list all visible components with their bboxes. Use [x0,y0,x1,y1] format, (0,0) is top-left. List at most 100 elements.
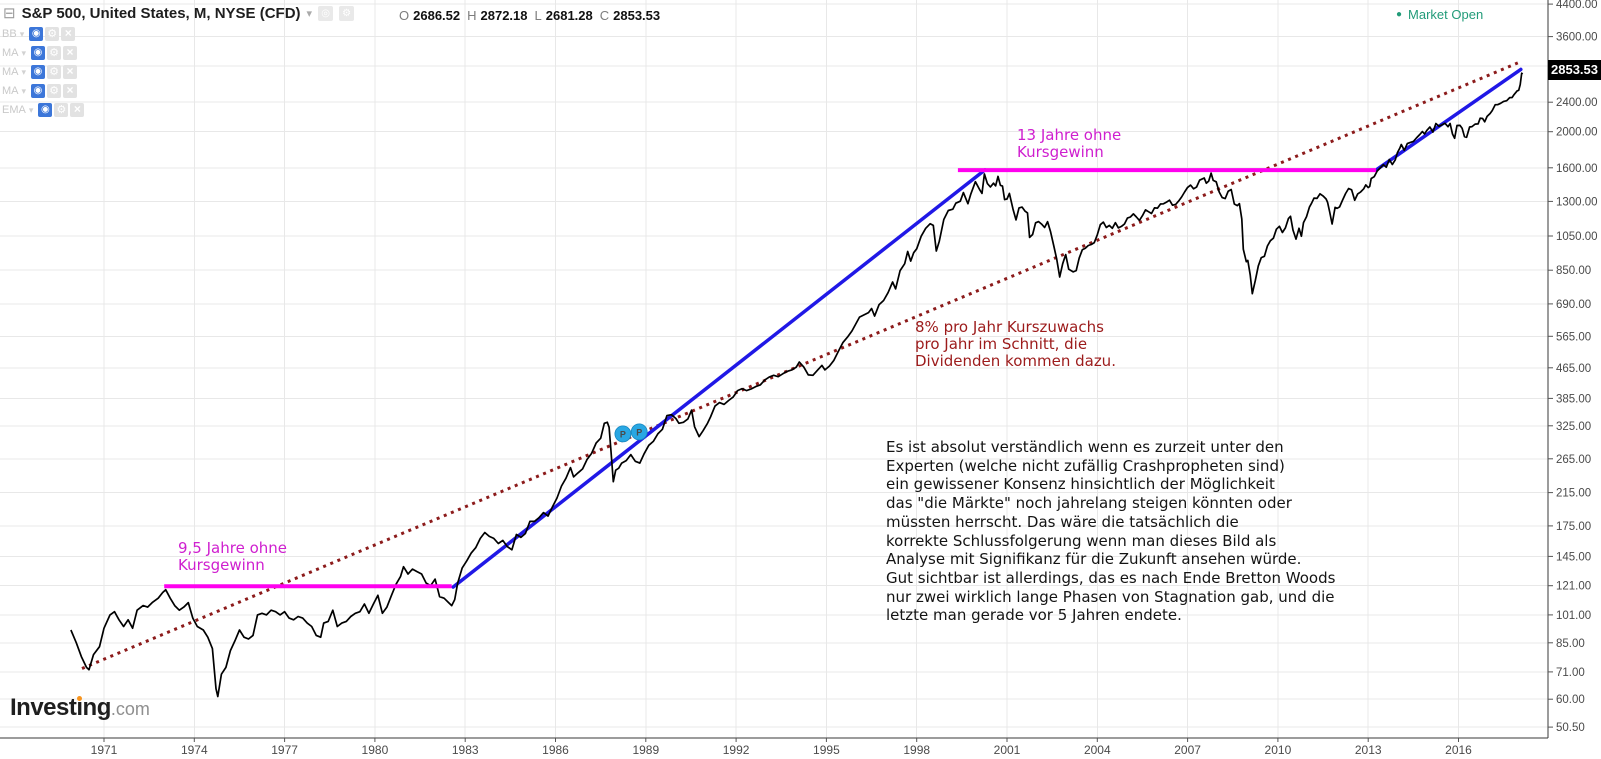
chevron-down-icon[interactable]: ▾ [21,47,27,58]
time-axis-label: 2001 [994,743,1021,757]
position-marker-p[interactable]: P [630,423,648,441]
annotation-8-percent-growth[interactable]: 8% pro Jahr Kurszuwachs pro Jahr im Schn… [915,318,1116,371]
annotation-stagnation-13-jahre[interactable]: 13 Jahre ohne Kursgewinn [1017,126,1122,161]
gear-icon[interactable]: ⚙ [54,103,69,117]
indicator-label[interactable]: MA [2,66,19,78]
indicator-row-ma3: MA ▾ ◉ ⚙ × [2,84,84,98]
investing-logo: Invest ı ng .com [10,694,150,722]
indicator-row-ma1: MA ▾ ◉ ⚙ × [2,46,84,60]
logo-orange-dot-icon [77,696,83,701]
time-axis-label: 1980 [362,743,389,757]
price-axis-label: 385.00 [1556,393,1591,405]
indicator-row-bb: BB ▾ ◉ ⚙ × [2,27,84,41]
time-axis-label: 1983 [452,743,479,757]
ohlc-low-label: L [534,8,542,23]
price-axis-label: 121.00 [1556,581,1591,593]
price-axis-label: 175.00 [1556,521,1591,533]
time-axis-label: 1971 [91,743,118,757]
indicator-label[interactable]: MA [2,47,19,59]
time-axis-panel[interactable] [0,738,1548,759]
time-axis-label: 2010 [1265,743,1292,757]
logo-text-i: ı [76,694,83,721]
price-axis-label: 3600.00 [1556,32,1598,44]
price-axis-label: 71.00 [1556,667,1585,679]
trendline-bull-trend-1982-2000[interactable] [451,168,987,589]
price-series-line [70,72,1524,698]
position-marker-p[interactable]: P [614,425,632,443]
ohlc-high-value: 2872.18 [480,8,528,23]
price-axis-label: 325.00 [1556,421,1591,433]
indicator-panel: BB ▾ ◉ ⚙ × MA ▾ ◉ ⚙ × MA ▾ ◉ ⚙ × MA ▾ ◉ … [2,27,85,122]
collapse-panel-icon[interactable]: ⊟ [3,4,16,22]
close-icon[interactable]: × [70,103,85,117]
time-axis-label: 1995 [813,743,840,757]
market-open-dot-icon: ● [1396,9,1403,20]
ohlc-open-value: 2686.52 [413,8,461,23]
annotation-commentary[interactable]: Es ist absolut verständlich wenn es zurz… [886,438,1336,625]
time-axis-label: 2013 [1355,743,1382,757]
time-axis-label: 1977 [271,743,298,757]
price-axis-label: 1600.00 [1556,163,1598,175]
price-axis-panel[interactable] [1548,0,1601,759]
time-axis-label: 1992 [723,743,750,757]
time-axis-label: 2016 [1445,743,1472,757]
ohlc-close-label: C [599,8,610,23]
svg-text:P: P [620,429,626,439]
ohlc-high-label: H [467,8,477,23]
ohlc-open-label: O [399,8,410,23]
close-icon[interactable]: × [63,46,78,60]
trendline-growth-8pct-trend[interactable] [81,61,1519,670]
annotation-stagnation-9-5-jahre[interactable]: 9,5 Jahre ohne Kursgewinn [178,539,287,574]
close-icon[interactable]: × [61,27,76,41]
ohlc-close-value: 2853.53 [613,8,661,23]
gear-icon[interactable]: ⚙ [45,27,60,41]
visibility-icon[interactable]: ◉ [31,84,46,98]
symbol-header: ⊟ S&P 500, United States, M, NYSE (CFD) … [3,4,355,22]
chevron-down-icon[interactable]: ▾ [28,104,34,115]
time-axis-label: 1974 [181,743,208,757]
visibility-icon[interactable]: ◉ [31,46,46,60]
price-axis-label: 690.00 [1556,299,1591,311]
chevron-down-icon[interactable]: ▾ [19,28,25,39]
time-axis-label: 2007 [1174,743,1201,757]
trendline-bull-trend-2013-2018[interactable] [1375,67,1523,172]
logo-text: ng [82,694,112,721]
logo-text: Invest [10,694,77,721]
gear-icon[interactable]: ⚙ [47,46,62,60]
indicator-label[interactable]: EMA [2,104,26,116]
indicator-label[interactable]: MA [2,85,19,97]
visibility-icon[interactable]: ◉ [38,103,53,117]
price-axis-label: 60.00 [1556,694,1585,706]
price-axis-label: 2400.00 [1556,97,1598,109]
visibility-icon[interactable]: ◉ [31,65,46,79]
gear-icon[interactable]: ⚙ [47,84,62,98]
close-icon[interactable]: × [63,84,78,98]
chevron-down-icon[interactable]: ▾ [21,66,27,77]
time-axis-label: 1986 [542,743,569,757]
time-axis-label: 1998 [903,743,930,757]
price-axis-label: 85.00 [1556,638,1585,650]
time-axis-label: 2004 [1084,743,1111,757]
close-icon[interactable]: × [63,65,78,79]
price-axis-label: 2000.00 [1556,127,1598,139]
chart-settings-icon[interactable]: ⚙ [339,6,355,21]
price-axis-label: 101.00 [1556,610,1591,622]
snapshot-icon[interactable]: ◎ [318,6,334,21]
chevron-down-icon[interactable]: ▾ [306,8,313,20]
svg-text:P: P [636,427,642,437]
gear-icon[interactable]: ⚙ [47,65,62,79]
indicator-row-ema: EMA ▾ ◉ ⚙ × [2,103,85,117]
price-axis-label: 565.00 [1556,331,1591,343]
visibility-icon[interactable]: ◉ [29,27,44,41]
logo-suffix: .com [110,699,150,719]
market-status-label: Market Open [1408,7,1484,22]
ohlc-low-value: 2681.28 [545,8,593,23]
price-axis-label: 265.00 [1556,454,1591,466]
indicator-label[interactable]: BB [2,28,17,40]
market-status: ● Market Open [1396,7,1483,22]
price-axis-label: 50.50 [1556,722,1585,734]
price-axis-label: 4400.00 [1556,0,1598,11]
chevron-down-icon[interactable]: ▾ [21,85,27,96]
